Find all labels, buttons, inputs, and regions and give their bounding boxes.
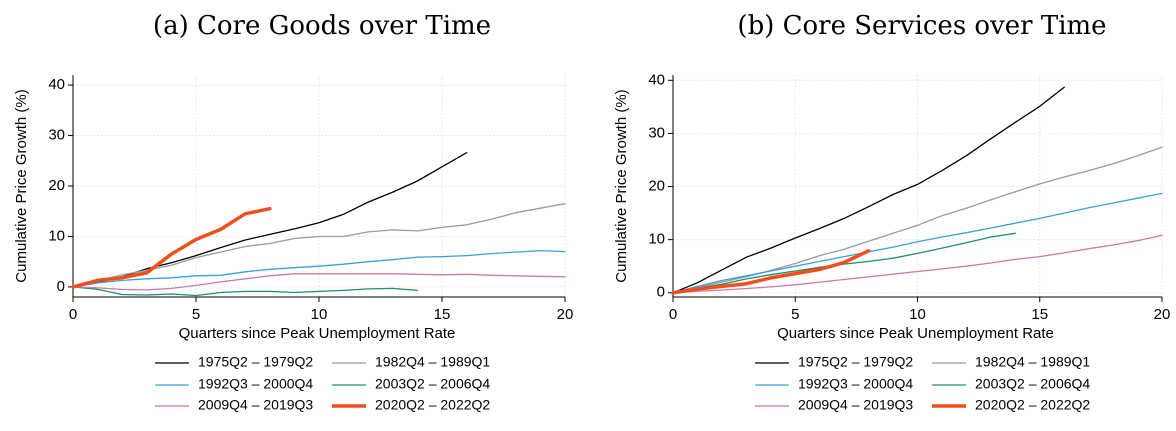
y-tick-label: 40	[648, 71, 665, 88]
y-tick-label: 10	[48, 227, 65, 244]
series-line-4	[672, 234, 1163, 294]
panel-a: (a) Core Goods over Time 0 5 10 15 20 0 10 20 30 4…	[13, 11, 573, 413]
legend-label: 2003Q2 – 2006Q4	[975, 376, 1090, 392]
legend-label: 2020Q2 – 2022Q2	[975, 397, 1090, 413]
x-axis-label: Quarters since Peak Unemployment Rate	[179, 325, 456, 342]
x-tick-label: 5	[791, 306, 799, 323]
legend-label: 1982Q4 – 1989Q1	[375, 354, 490, 370]
x-tick-label: 10	[311, 306, 328, 323]
legend-label: 1975Q2 – 1979Q2	[198, 354, 313, 370]
x-axis-label: Quarters since Peak Unemployment Rate	[777, 325, 1054, 342]
x-tick-label: 15	[1031, 306, 1048, 323]
y-tick-label: 0	[657, 284, 665, 301]
x-tick-label: 15	[434, 306, 451, 323]
x-tick-label: 0	[669, 306, 677, 323]
legend-label: 2009Q4 – 2019Q3	[198, 397, 313, 413]
y-tick-label: 40	[48, 76, 65, 93]
y-tick-label: 30	[48, 127, 65, 144]
legend-label: 1982Q4 – 1989Q1	[975, 354, 1090, 370]
legend-label: 2009Q4 – 2019Q3	[798, 397, 913, 413]
panel-b: (b) Core Services over Time 0 5 10 15 20 0 10 20…	[613, 11, 1170, 413]
x-tick-label: 0	[69, 306, 77, 323]
legend-label: 2003Q2 – 2006Q4	[375, 376, 490, 392]
x-tick-label: 20	[557, 306, 574, 323]
series-line-5	[671, 249, 871, 295]
x-tick-label: 20	[1154, 306, 1171, 323]
series-line-2	[72, 249, 566, 288]
legend-label: 1992Q3 – 2000Q4	[198, 376, 313, 392]
series-line-2	[672, 192, 1163, 294]
series-line-3	[72, 286, 419, 297]
panel-title: (a) Core Goods over Time	[153, 11, 491, 41]
series-line-0	[672, 86, 1065, 294]
series-line-0	[72, 152, 468, 288]
series-line-4	[72, 273, 566, 291]
legend-label: 1975Q2 – 1979Q2	[798, 354, 913, 370]
y-tick-label: 0	[57, 278, 65, 295]
legend-label: 2020Q2 – 2022Q2	[375, 397, 490, 413]
y-tick-label: 20	[48, 177, 65, 194]
y-tick-label: 30	[648, 124, 665, 141]
y-tick-label: 20	[648, 177, 665, 194]
legend-label: 1992Q3 – 2000Q4	[798, 376, 913, 392]
y-tick-label: 10	[648, 231, 665, 248]
x-tick-label: 5	[192, 306, 200, 323]
panel-title: (b) Core Services over Time	[737, 11, 1106, 41]
y-axis-label: Cumulative Price Growth (%)	[613, 89, 630, 282]
series-line-5	[71, 206, 272, 289]
x-tick-label: 10	[909, 306, 926, 323]
y-axis-label: Cumulative Price Growth (%)	[13, 89, 30, 282]
